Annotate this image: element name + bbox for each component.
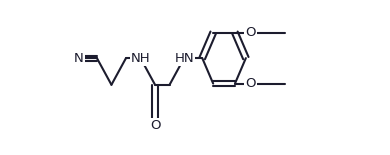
Text: NH: NH (131, 52, 150, 65)
Text: N: N (74, 52, 83, 65)
Text: O: O (245, 26, 256, 39)
Text: O: O (245, 77, 256, 90)
Text: O: O (150, 120, 160, 132)
Text: HN: HN (174, 52, 194, 65)
